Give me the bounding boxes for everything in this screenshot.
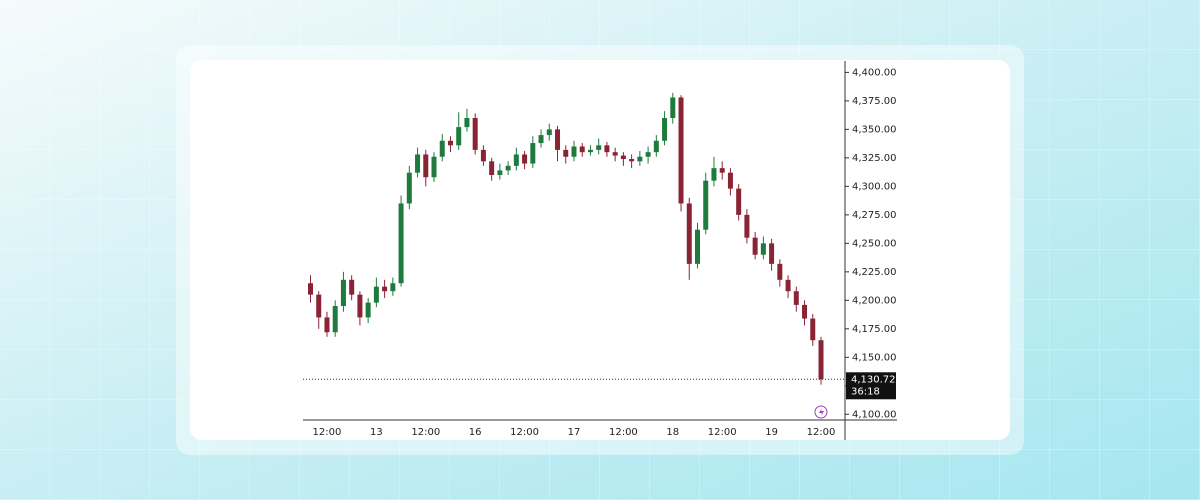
candle-body — [316, 294, 322, 318]
last-price-label: 4,130.72 — [851, 374, 896, 385]
candle-body — [760, 243, 766, 255]
candle-body — [546, 129, 552, 136]
candle-body — [686, 203, 692, 264]
x-tick-label: 12:00 — [609, 427, 638, 438]
candle-body — [472, 117, 478, 150]
x-tick-label: 19 — [765, 427, 778, 438]
candle-body — [489, 161, 495, 175]
candle-body — [694, 229, 700, 264]
y-tick-label: 4,350.00 — [852, 124, 897, 135]
candle-body — [439, 140, 445, 157]
candle-body — [365, 302, 371, 318]
candle-body — [456, 127, 462, 146]
y-tick-label: 4,150.00 — [852, 352, 897, 363]
candle-body — [538, 135, 544, 144]
candle-body — [736, 188, 742, 215]
candle-body — [777, 263, 783, 280]
y-tick-label: 4,375.00 — [852, 96, 897, 107]
candle-body — [637, 156, 643, 162]
candle-body — [398, 203, 404, 284]
candle-body — [530, 143, 536, 164]
candle-body — [513, 154, 519, 166]
candle-body — [703, 180, 709, 230]
candle-body — [596, 145, 602, 150]
candle-body — [620, 155, 626, 160]
candle-body — [324, 317, 330, 333]
y-tick-label: 4,100.00 — [852, 409, 897, 420]
candle-body — [752, 237, 758, 255]
candle-body — [382, 286, 388, 292]
candle-body — [818, 340, 824, 380]
candle-body — [678, 97, 684, 204]
candle-body — [587, 149, 593, 153]
x-tick-label: 16 — [469, 427, 482, 438]
candle-body — [431, 156, 437, 178]
y-tick-label: 4,250.00 — [852, 238, 897, 249]
x-tick-label: 12:00 — [510, 427, 539, 438]
candle-body — [802, 304, 808, 319]
candle-body — [522, 154, 528, 164]
candle-body — [629, 159, 635, 162]
candle-body — [645, 152, 651, 157]
countdown: 36:18 — [851, 386, 880, 397]
y-tick-label: 4,275.00 — [852, 210, 897, 221]
candle-body — [406, 172, 412, 204]
candle-body — [785, 279, 791, 292]
candle-body — [810, 318, 816, 341]
y-tick-label: 4,175.00 — [852, 324, 897, 335]
y-tick-label: 4,400.00 — [852, 67, 897, 78]
candle-body — [373, 286, 379, 303]
candle-body — [662, 117, 668, 141]
candle-body — [497, 170, 503, 175]
x-tick-label: 17 — [568, 427, 581, 438]
candle-body — [357, 294, 363, 318]
candle-body — [604, 145, 610, 153]
y-tick-label: 4,200.00 — [852, 295, 897, 306]
candle-body — [670, 97, 676, 118]
candle-body — [579, 146, 585, 153]
y-tick-label: 4,325.00 — [852, 153, 897, 164]
candle-body — [769, 243, 775, 264]
x-tick-label: 12:00 — [313, 427, 342, 438]
candle-body — [793, 291, 799, 305]
candle-body — [555, 129, 561, 150]
candle-body — [571, 146, 577, 157]
alert-icon[interactable] — [814, 405, 828, 419]
candle-body — [447, 140, 453, 146]
candle-body — [340, 279, 346, 307]
candle-body — [711, 168, 717, 181]
candle-body — [390, 283, 396, 292]
candle-body — [332, 306, 338, 333]
x-tick-label: 18 — [666, 427, 679, 438]
candle-body — [727, 172, 733, 189]
candle-body — [415, 154, 421, 173]
x-tick-label: 12:00 — [807, 427, 836, 438]
x-tick-label: 13 — [370, 427, 383, 438]
chart-card — [190, 60, 1010, 440]
alert-icon-bolt — [819, 408, 824, 416]
candle-body — [744, 214, 750, 238]
candle-body — [563, 149, 569, 157]
candle-body — [719, 168, 725, 173]
y-tick-label: 4,225.00 — [852, 267, 897, 278]
x-tick-label: 12:00 — [708, 427, 737, 438]
candle-body — [308, 283, 313, 295]
candle-body — [480, 149, 486, 162]
candle-body — [349, 279, 355, 295]
candle-body — [612, 152, 618, 156]
y-tick-label: 4,300.00 — [852, 181, 897, 192]
last-price-box — [846, 372, 896, 400]
candle-body — [653, 140, 659, 153]
candle-body — [505, 165, 511, 171]
candle-body — [423, 154, 429, 178]
candle-body — [464, 117, 470, 128]
x-tick-label: 12:00 — [411, 427, 440, 438]
